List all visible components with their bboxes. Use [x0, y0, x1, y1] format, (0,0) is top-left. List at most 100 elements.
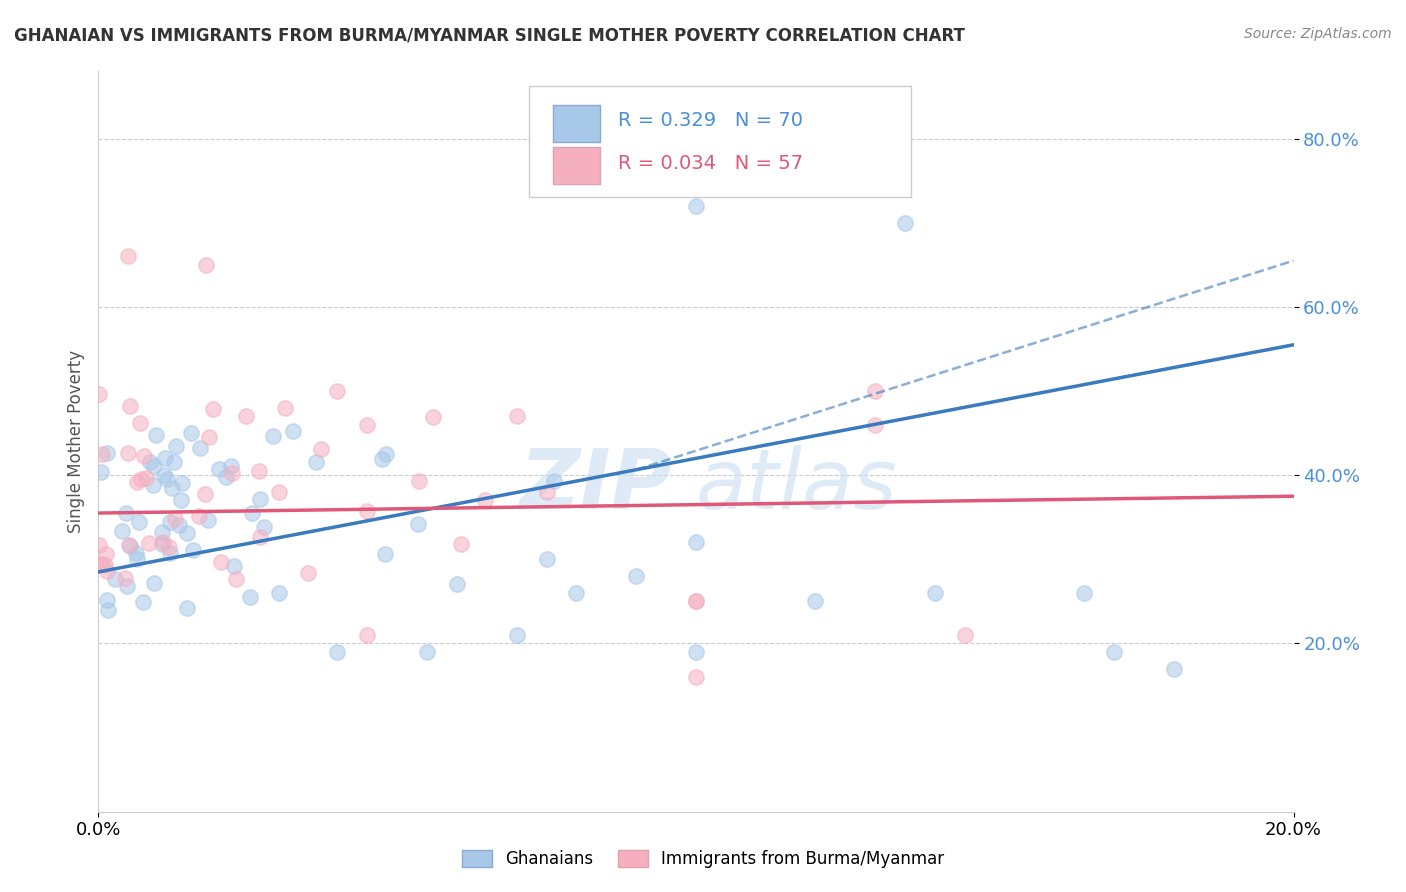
Point	[269, 585, 291, 599]
Point	[1073, 586, 1095, 600]
Point	[685, 535, 707, 549]
Point	[202, 401, 225, 416]
Bar	[553, 104, 600, 142]
Point	[865, 384, 887, 398]
Point	[356, 628, 378, 642]
Point	[145, 428, 167, 442]
Point	[128, 516, 150, 530]
Point	[118, 539, 141, 553]
Point	[139, 455, 162, 469]
Point	[197, 430, 219, 444]
Point	[165, 439, 187, 453]
Point	[422, 409, 444, 424]
Point	[953, 628, 976, 642]
Point	[125, 551, 148, 566]
Point	[215, 470, 238, 484]
Point	[170, 476, 193, 491]
Point	[326, 645, 349, 659]
Point	[128, 417, 150, 431]
Point	[134, 449, 156, 463]
Point	[160, 481, 183, 495]
Point	[305, 455, 328, 469]
Point	[188, 509, 211, 524]
Text: R = 0.329   N = 70: R = 0.329 N = 70	[619, 112, 803, 130]
Point	[197, 513, 219, 527]
Point	[374, 547, 396, 561]
Point	[356, 417, 378, 432]
Point	[125, 475, 148, 490]
Point	[195, 258, 218, 272]
Point	[91, 447, 114, 461]
Point	[163, 455, 186, 469]
Point	[96, 446, 118, 460]
Point	[104, 572, 127, 586]
Point	[176, 601, 198, 615]
Point	[408, 474, 430, 488]
Point	[142, 478, 165, 492]
Legend: Ghanaians, Immigrants from Burma/Myanmar: Ghanaians, Immigrants from Burma/Myanmar	[456, 843, 950, 875]
Point	[1104, 645, 1126, 659]
Text: Source: ZipAtlas.com: Source: ZipAtlas.com	[1244, 27, 1392, 41]
Point	[132, 595, 155, 609]
Point	[326, 384, 349, 398]
Point	[543, 474, 565, 488]
Point	[94, 548, 117, 562]
Point	[120, 399, 142, 413]
Point	[89, 387, 111, 401]
Point	[114, 506, 136, 520]
Text: ZIP: ZIP	[519, 445, 672, 526]
Point	[536, 485, 558, 500]
Point	[804, 594, 827, 608]
Point	[167, 517, 190, 532]
Point	[94, 558, 117, 573]
Point	[152, 535, 174, 549]
Point	[506, 409, 529, 424]
Point	[118, 538, 141, 552]
Point	[153, 450, 176, 465]
Point	[356, 504, 378, 518]
Point	[474, 493, 496, 508]
Point	[240, 506, 263, 520]
Point	[115, 578, 138, 592]
Point	[143, 458, 166, 473]
Point	[249, 530, 271, 544]
Point	[253, 520, 276, 534]
Point	[117, 445, 139, 459]
Point	[150, 537, 173, 551]
Point	[262, 429, 284, 443]
Point	[159, 515, 181, 529]
Point	[138, 536, 160, 550]
Point	[225, 572, 247, 586]
Point	[221, 466, 243, 480]
Y-axis label: Single Mother Poverty: Single Mother Poverty	[66, 350, 84, 533]
Point	[374, 447, 396, 461]
Point	[1163, 662, 1185, 676]
Point	[135, 471, 157, 485]
Point	[157, 540, 180, 554]
Text: GHANAIAN VS IMMIGRANTS FROM BURMA/MYANMAR SINGLE MOTHER POVERTY CORRELATION CHAR: GHANAIAN VS IMMIGRANTS FROM BURMA/MYANMA…	[14, 27, 965, 45]
Point	[565, 586, 588, 600]
Point	[117, 249, 139, 264]
Point	[450, 536, 472, 550]
Point	[281, 424, 304, 438]
Point	[309, 442, 332, 457]
Point	[170, 493, 193, 508]
Point	[370, 452, 392, 467]
Point	[152, 524, 174, 539]
Point	[267, 485, 290, 500]
Point	[626, 569, 648, 583]
FancyBboxPatch shape	[529, 87, 911, 197]
Point	[96, 565, 118, 579]
Point	[163, 512, 186, 526]
Point	[209, 555, 232, 569]
Point	[176, 526, 198, 541]
Point	[685, 594, 707, 608]
Point	[865, 417, 887, 432]
Point	[90, 557, 112, 571]
Point	[159, 546, 181, 560]
Point	[297, 566, 319, 580]
Point	[153, 468, 176, 483]
Point	[685, 594, 707, 608]
Point	[408, 517, 430, 532]
Point	[446, 577, 468, 591]
